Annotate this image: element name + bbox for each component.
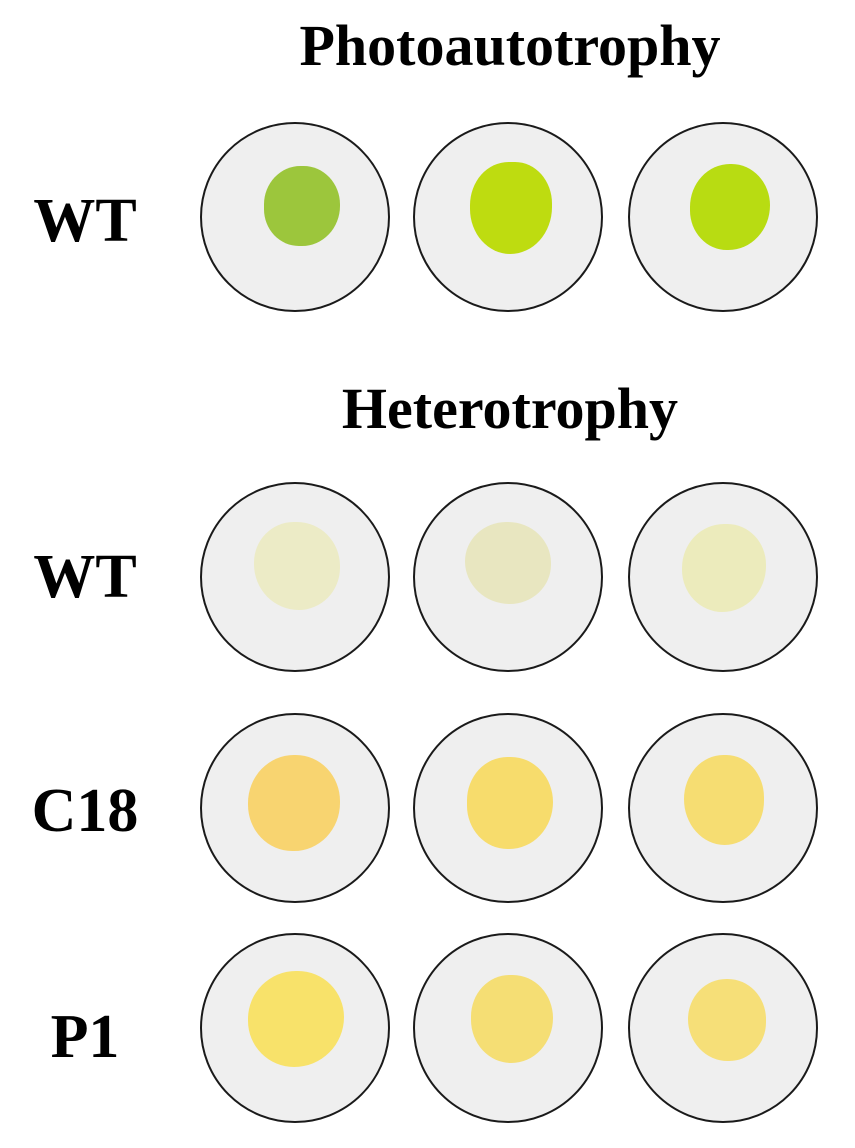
petri-dish <box>200 482 390 672</box>
row-label-wt-hetero: WT <box>33 543 137 611</box>
section-title-photoautotrophy: Photoautotrophy <box>299 13 721 78</box>
petri-dish <box>628 482 818 672</box>
petri-dish <box>628 713 818 903</box>
petri-dish <box>413 482 603 672</box>
colony <box>688 979 766 1061</box>
colony <box>470 162 552 254</box>
petri-dish <box>200 713 390 903</box>
colony <box>684 755 764 845</box>
colony <box>248 755 340 851</box>
petri-dish <box>628 933 818 1123</box>
colony <box>467 757 553 849</box>
petri-dish <box>200 933 390 1123</box>
colony <box>471 975 553 1063</box>
row-label-p1: P1 <box>50 1003 120 1071</box>
colony <box>264 166 340 246</box>
colony <box>682 524 766 612</box>
petri-dish <box>413 933 603 1123</box>
row-label-wt-photo: WT <box>33 187 137 255</box>
petri-dish <box>200 122 390 312</box>
section-title-heterotrophy: Heterotrophy <box>341 376 679 441</box>
colony <box>254 522 340 610</box>
row-label-c18: C18 <box>31 777 139 845</box>
petri-dish <box>413 713 603 903</box>
colony <box>465 522 551 604</box>
colony <box>248 971 344 1067</box>
petri-dish <box>413 122 603 312</box>
colony <box>690 164 770 250</box>
petri-dish <box>628 122 818 312</box>
